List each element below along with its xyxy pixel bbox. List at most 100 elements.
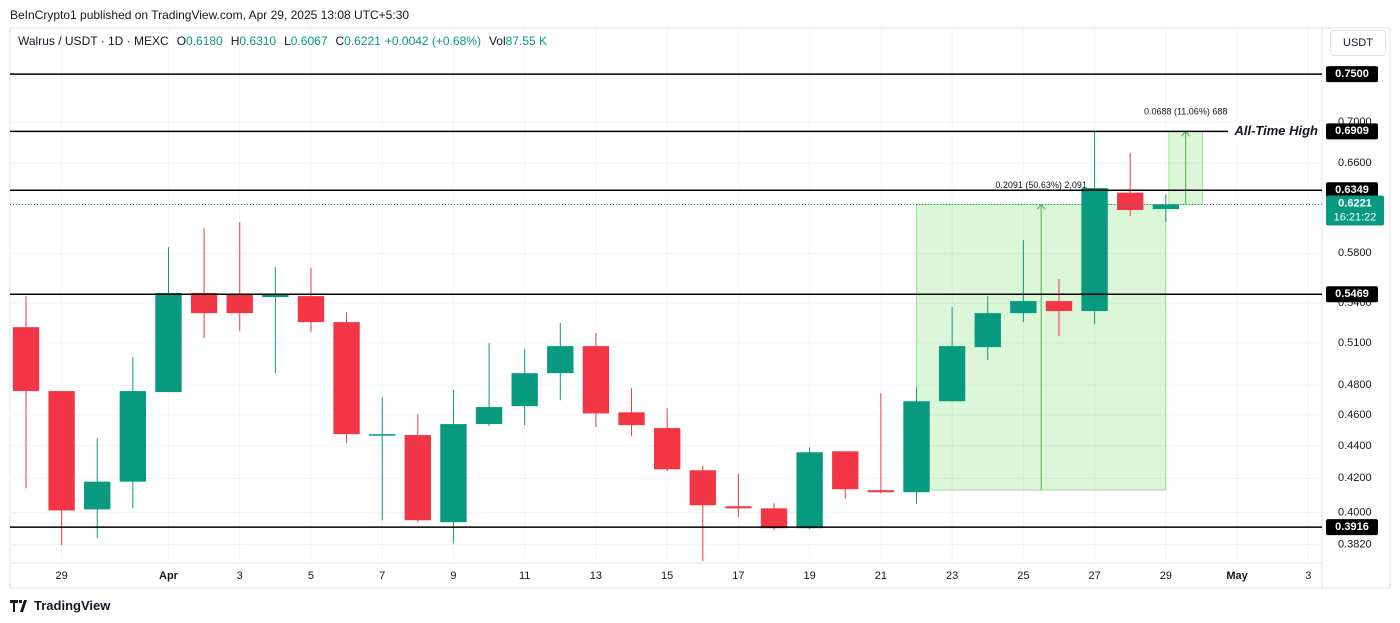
candle-body — [190, 293, 218, 314]
candle-body — [832, 451, 859, 490]
ohlc-label: C — [335, 34, 345, 48]
x-tick-label: 15 — [661, 570, 673, 582]
level-label-box — [1326, 182, 1378, 199]
measure-arrowhead — [1036, 203, 1046, 210]
measure-label: 0.0688 (11.06%) 688 — [1144, 107, 1227, 117]
x-tick-label: 11 — [519, 570, 530, 582]
y-tick-label: 0.6600 — [1338, 157, 1372, 169]
last-price-label: 0.6221 — [1338, 197, 1372, 209]
candle-body — [1117, 192, 1144, 210]
measure-label: 0.2091 (50.63%) 2,091 — [995, 180, 1087, 190]
level-label: 0.6909 — [1335, 125, 1369, 137]
level-label: 0.5469 — [1335, 288, 1369, 300]
x-tick-label: 27 — [1088, 570, 1100, 582]
candle-body — [226, 294, 253, 314]
level-label: 0.3916 — [1335, 521, 1369, 533]
x-tick-label: 23 — [946, 570, 958, 582]
ohlc-value: 0.6221 — [344, 34, 381, 48]
candle-body — [582, 346, 610, 414]
x-tick-label: 9 — [450, 570, 456, 582]
candle-body — [440, 424, 467, 523]
candle-body — [653, 428, 681, 470]
candle-body — [297, 296, 325, 323]
y-tick-label: 0.5100 — [1338, 337, 1372, 349]
candle-body — [84, 481, 111, 510]
ohlc-label: H — [230, 34, 240, 48]
x-tick-label: 7 — [379, 570, 385, 582]
candle-body — [119, 391, 147, 482]
candle-body — [475, 407, 503, 425]
x-tick-label: 17 — [732, 570, 744, 582]
candle-body — [369, 434, 396, 436]
candle-body — [1152, 204, 1180, 210]
x-tick-label: 21 — [875, 570, 887, 582]
x-tick-label: 5 — [308, 570, 314, 582]
x-tick-label: 25 — [1017, 570, 1029, 582]
level-label-box — [1326, 123, 1378, 140]
level-note: All-Time High — [1233, 123, 1318, 138]
brand: TradingView — [34, 598, 111, 613]
y-tick-label: 0.4600 — [1338, 409, 1372, 421]
candle-body — [725, 506, 752, 509]
level-label-box — [1326, 286, 1378, 303]
symbol: Walrus / USDT · 1D · MEXC — [18, 34, 169, 48]
candle-body — [155, 293, 182, 393]
x-tick-label: May — [1226, 570, 1248, 582]
ohlc-label: O — [176, 34, 187, 48]
candle-body — [867, 490, 895, 493]
ohlc-value: 0.6310 — [239, 34, 277, 48]
candle-body — [404, 435, 431, 521]
candle-body — [1010, 301, 1037, 314]
candle-body — [1081, 188, 1108, 312]
x-tick-label: 13 — [590, 570, 602, 582]
x-tick-label: 29 — [55, 570, 67, 582]
candle-body — [618, 412, 645, 426]
x-tick-label: 19 — [804, 570, 816, 582]
y-tick-label: 0.4400 — [1338, 440, 1372, 452]
countdown: 16:21:22 — [1334, 211, 1377, 223]
candle-body — [689, 470, 716, 506]
candle-body — [333, 322, 360, 435]
change: +0.0042 (+0.68%) — [384, 34, 481, 48]
level-label-box — [1326, 519, 1378, 536]
footer: TradingView — [10, 598, 110, 613]
publisher: BeInCrypto1 published on TradingView.com… — [10, 8, 410, 22]
x-tick-label: 3 — [1305, 570, 1311, 582]
ohlc-value: 0.6180 — [186, 34, 223, 48]
logo — [10, 599, 27, 612]
ohlc-value: 0.6067 — [290, 34, 328, 48]
level-label: 0.7500 — [1335, 68, 1369, 80]
candle-body — [760, 508, 788, 529]
ohlc-label: L — [284, 34, 291, 48]
level-note-bg — [1228, 122, 1322, 141]
legend: Walrus / USDT · 1D · MEXC O 0.6180 H 0.6310… — [18, 34, 547, 48]
level-label: 0.6349 — [1335, 184, 1369, 196]
currency-button[interactable]: USDT — [1330, 30, 1386, 56]
candle-body — [903, 401, 930, 493]
y-tick-label: 0.4000 — [1338, 506, 1372, 518]
candle-body — [938, 346, 966, 402]
candle-body — [547, 346, 574, 374]
y-tick-label: 0.4800 — [1338, 379, 1372, 391]
y-tick-label: 0.4200 — [1338, 472, 1372, 484]
chart-frame — [9, 27, 1391, 589]
x-tick-label: 3 — [237, 570, 243, 582]
y-tick-label: 0.7000 — [1338, 116, 1372, 128]
y-tick-label: 0.3820 — [1338, 538, 1372, 550]
candle-body — [1045, 301, 1073, 312]
candle-body — [48, 391, 75, 511]
candle-body — [974, 313, 1001, 348]
volume-label: Vol — [488, 34, 506, 48]
volume: 87.55 K — [505, 34, 548, 48]
x-tick-label: 29 — [1160, 570, 1172, 582]
x-tick-label: Apr — [159, 570, 179, 582]
last-price-box — [1326, 195, 1384, 226]
candle-body — [262, 294, 289, 298]
candle-body — [796, 452, 823, 529]
level-label-box — [1326, 66, 1378, 83]
y-tick-label: 0.5800 — [1338, 247, 1372, 259]
candle-body — [12, 327, 40, 392]
candle-body — [511, 373, 538, 407]
